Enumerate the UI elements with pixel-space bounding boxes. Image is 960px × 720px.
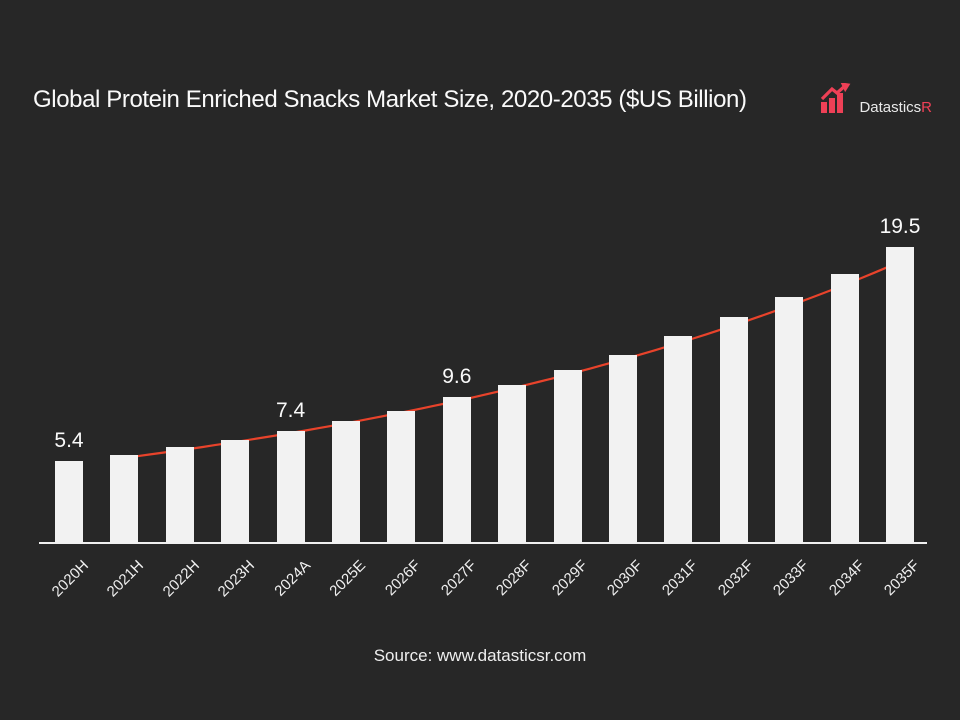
bar-2033F — [775, 296, 804, 543]
data-label-2027F: 9.6 — [442, 365, 472, 389]
x-axis-line — [39, 542, 927, 544]
x-tick-2035F: 2035F — [880, 557, 924, 600]
bar-2022H — [165, 447, 194, 543]
source-text: Source: www.datasticsr.com — [373, 646, 587, 665]
x-tick-2029F: 2029F — [548, 557, 591, 600]
x-tick-2021H: 2021H — [104, 557, 148, 601]
bar-2021H — [110, 454, 139, 543]
x-tick-2033F: 2033F — [770, 557, 813, 600]
bar-2034F — [830, 273, 859, 543]
logo-name: Datastics — [859, 99, 922, 116]
bar-2035F — [886, 246, 914, 543]
bar-2020H — [55, 460, 83, 543]
bar-2023H — [221, 439, 250, 543]
data-label-2024A: 7.4 — [275, 398, 306, 422]
logo-suffix: R — [921, 99, 932, 116]
x-tick-2028F: 2028F — [493, 557, 536, 600]
x-tick-2034F: 2034F — [825, 557, 868, 600]
x-tick-2027F: 2027F — [437, 557, 480, 600]
x-tick-2023H: 2023H — [214, 557, 259, 601]
x-tick-2031F: 2031F — [659, 557, 702, 600]
bar-2030F — [609, 354, 637, 543]
chart-title: Global Protein Enriched Snacks Market Si… — [33, 86, 747, 113]
bar-2026F — [387, 410, 416, 543]
x-tick-2026F: 2026F — [382, 557, 425, 600]
bar-2025E — [332, 421, 360, 543]
x-tick-2020H: 2020H — [48, 557, 93, 601]
x-tick-2030F: 2030F — [603, 557, 647, 600]
bar-2027F — [442, 397, 471, 543]
logo-wordmark: DatasticsR — [859, 100, 932, 118]
x-tick-2024A: 2024A — [270, 557, 314, 600]
bar-2028F — [498, 384, 527, 543]
bar-2032F — [719, 316, 748, 543]
data-label-2020H: 5.4 — [54, 428, 84, 452]
bar-2029F — [553, 369, 582, 543]
bar-2024A — [276, 430, 305, 543]
data-label-2035F: 19.5 — [879, 214, 921, 238]
rising-bar-chart-arrow-icon — [820, 82, 856, 118]
x-tick-2022H: 2022H — [159, 557, 203, 601]
brand-logo: DatasticsR — [820, 82, 932, 118]
x-tick-2025E: 2025E — [326, 557, 370, 600]
x-tick-2032F: 2032F — [714, 557, 757, 600]
bar-2031F — [664, 336, 693, 543]
